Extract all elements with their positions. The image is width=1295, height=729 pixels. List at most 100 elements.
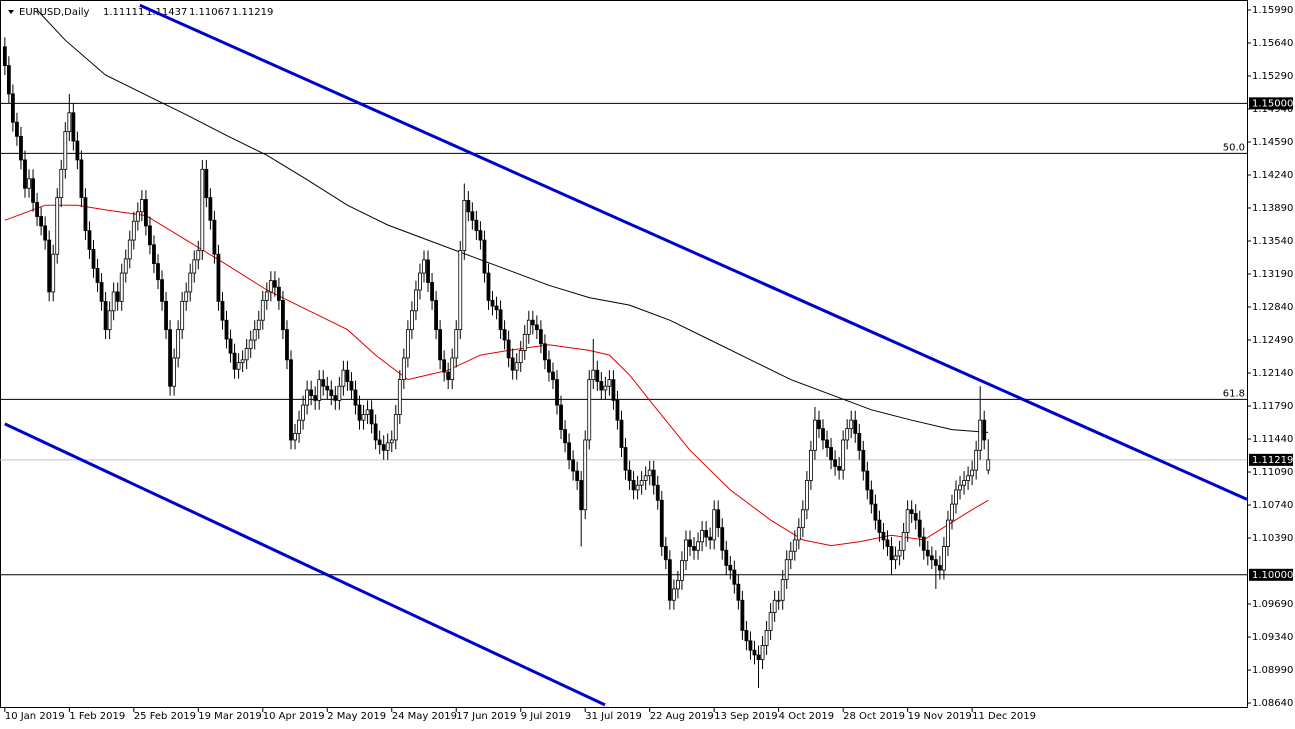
y-tick-label: 1.12840 [1252, 302, 1293, 313]
candle-body [454, 329, 459, 359]
candle-body [15, 121, 19, 137]
candle-body [123, 258, 128, 274]
y-tick-label: 1.10740 [1252, 500, 1293, 511]
candle-body [59, 168, 64, 199]
moving-average [4, 204, 989, 547]
candle-body [51, 253, 56, 293]
candle-body [958, 484, 962, 491]
candle-body [809, 449, 813, 481]
candle-body [442, 359, 447, 373]
candle-body [510, 357, 515, 371]
candle-body [877, 519, 882, 533]
y-tick-label: 1.15290 [1252, 71, 1293, 82]
candle-body [422, 259, 426, 274]
x-tick-label: 28 Oct 2019 [843, 711, 905, 722]
y-tick-label: 1.11790 [1252, 401, 1293, 412]
y-tick-label: 1.09690 [1252, 599, 1293, 610]
header-open: 1.11111 [103, 7, 144, 18]
y-tick-label: 1.13540 [1252, 236, 1293, 247]
candle-body [148, 225, 152, 246]
moving-average [36, 9, 989, 433]
candle-body [345, 369, 350, 382]
candle-body [47, 239, 52, 293]
candle-body [252, 329, 257, 341]
candle-body [748, 640, 753, 651]
candle-body [2, 46, 7, 67]
candle-body [772, 599, 777, 613]
candle-body [462, 200, 467, 251]
candle-body [534, 324, 539, 331]
candle-body [696, 541, 700, 551]
candle-body [333, 395, 338, 401]
candle-body [143, 199, 148, 227]
y-tick-label: 1.08640 [1252, 698, 1293, 709]
candle-body [925, 549, 930, 557]
candle-body [849, 419, 854, 430]
y-tick-label: 1.11090 [1252, 467, 1293, 478]
candle-body [962, 480, 966, 486]
x-tick-label: 10 Jan 2019 [5, 711, 65, 722]
candle-body [913, 513, 918, 521]
candle-body [905, 509, 910, 533]
candle-body [353, 389, 358, 406]
candle-body [728, 564, 733, 571]
candle-body [732, 569, 737, 585]
candle-body [724, 549, 729, 566]
candle-body [27, 178, 31, 189]
x-tick-label: 19 Nov 2019 [908, 711, 972, 722]
candle-body [780, 579, 785, 601]
candle-body [821, 428, 825, 441]
current-price-label: 1.11219 [1252, 455, 1293, 466]
candle-body [325, 385, 330, 391]
x-tick-label: 4 Oct 2019 [779, 711, 834, 722]
candle-body [470, 211, 475, 221]
candle-body [639, 480, 644, 486]
candle-body [39, 216, 44, 227]
y-tick-label: 1.14240 [1252, 170, 1293, 181]
candle-body [63, 131, 68, 170]
candle-body [651, 469, 656, 486]
candle-body [869, 489, 874, 505]
candle-body [71, 112, 76, 142]
candle-body [680, 560, 684, 581]
level-label: 61.8 [1223, 388, 1245, 399]
menu-arrow[interactable] [8, 10, 14, 14]
candle-body [885, 539, 890, 547]
candle-body [760, 645, 765, 661]
candle-body [873, 503, 878, 521]
candle-body [950, 503, 954, 521]
candle-body [845, 428, 850, 441]
candle-body [264, 291, 269, 301]
candle-body [631, 480, 636, 491]
candle-body [522, 333, 527, 351]
candle-body [309, 389, 314, 397]
candle-body [837, 465, 842, 471]
y-tick-label: 1.12490 [1252, 335, 1293, 346]
candle-body [817, 419, 821, 430]
candle-body [337, 385, 342, 401]
candle-body [575, 470, 580, 481]
candle-body [277, 286, 281, 301]
candle-body [458, 250, 463, 331]
candle-body [410, 310, 414, 331]
candle-body [293, 432, 297, 441]
candle-body [929, 555, 934, 561]
candle-body [825, 439, 829, 448]
candle-body [667, 559, 672, 601]
candle-body [655, 484, 660, 501]
candle-body [712, 509, 717, 541]
level-box [1249, 97, 1293, 110]
level-label: 1.10000 [1252, 570, 1293, 581]
candle-body [978, 419, 983, 451]
candle-body [111, 291, 116, 312]
candle-body [365, 409, 370, 415]
candle-body [172, 357, 177, 387]
candle-body [611, 379, 616, 401]
candle-body [482, 239, 487, 274]
candle-body [559, 404, 563, 430]
candle-body [248, 339, 253, 349]
candle-body [752, 649, 757, 656]
candle-body [401, 357, 406, 381]
candle-body [389, 439, 394, 444]
candle-body [974, 449, 979, 471]
